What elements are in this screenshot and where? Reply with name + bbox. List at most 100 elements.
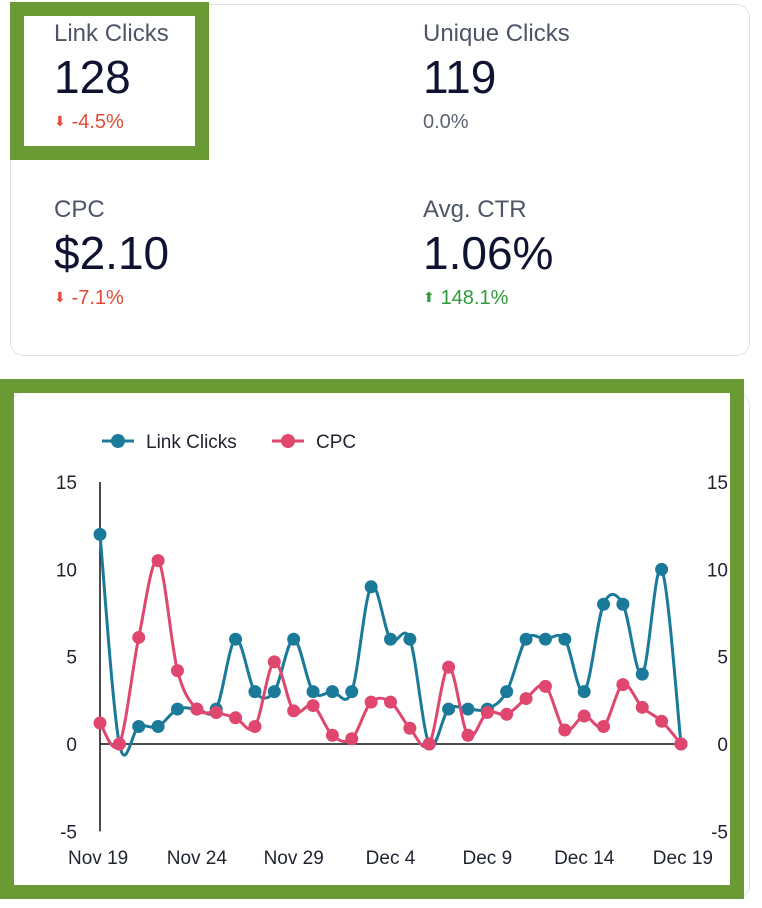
data-point-cpc[interactable] <box>287 704 301 718</box>
data-point-link-clicks[interactable] <box>442 702 456 716</box>
metric-label: Unique Clicks <box>423 20 570 47</box>
data-point-link-clicks[interactable] <box>151 720 165 734</box>
metric-highlight-frame <box>10 2 209 160</box>
metric-avg-ctr[interactable]: Avg. CTR 1.06% ⬆ 148.1% <box>423 196 554 309</box>
metric-change: ⬆ 148.1% <box>423 288 553 308</box>
data-point-cpc[interactable] <box>132 630 146 644</box>
data-point-link-clicks[interactable] <box>267 685 281 699</box>
metric-unique-clicks[interactable]: Unique Clicks 119 0.0% <box>423 20 570 133</box>
data-point-cpc[interactable] <box>577 709 591 723</box>
data-point-cpc[interactable] <box>461 728 475 742</box>
metrics-card <box>10 4 750 356</box>
metric-change: ⬇ -4.5% <box>54 112 169 132</box>
data-point-cpc[interactable] <box>655 714 669 728</box>
data-point-cpc[interactable] <box>306 699 320 713</box>
data-point-link-clicks[interactable] <box>345 685 359 699</box>
data-point-cpc[interactable] <box>248 720 262 734</box>
data-point-link-clicks[interactable] <box>461 702 475 716</box>
data-point-link-clicks[interactable] <box>325 685 339 699</box>
data-point-cpc[interactable] <box>384 695 397 709</box>
data-point-cpc[interactable] <box>422 737 436 751</box>
data-point-link-clicks[interactable] <box>364 580 378 594</box>
y-tick-label-left: 0 <box>66 735 77 756</box>
data-point-link-clicks[interactable] <box>577 685 591 699</box>
data-point-link-clicks[interactable] <box>248 685 262 699</box>
data-point-cpc[interactable] <box>229 711 243 725</box>
data-point-link-clicks[interactable] <box>170 702 184 716</box>
data-point-cpc[interactable] <box>190 702 204 716</box>
data-point-link-clicks[interactable] <box>655 562 669 576</box>
data-point-link-clicks[interactable] <box>93 527 107 541</box>
data-point-cpc[interactable] <box>442 660 456 674</box>
data-point-cpc[interactable] <box>519 692 533 706</box>
data-point-cpc[interactable] <box>170 664 184 678</box>
data-point-cpc[interactable] <box>616 678 630 692</box>
chart-series <box>93 527 688 757</box>
metric-cpc[interactable]: CPC $2.10 ⬇ -7.1% <box>54 196 169 309</box>
chart-legend[interactable]: Link Clicks CPC <box>102 432 356 453</box>
x-tick-label: Dec 4 <box>366 848 416 869</box>
data-point-link-clicks[interactable] <box>635 667 649 681</box>
data-point-link-clicks[interactable] <box>538 632 552 646</box>
x-tick-label: Nov 29 <box>264 848 324 869</box>
data-point-cpc[interactable] <box>480 706 494 720</box>
data-point-link-clicks[interactable] <box>616 597 630 611</box>
x-tick-label: Dec 19 <box>653 848 713 869</box>
data-point-link-clicks[interactable] <box>558 632 572 646</box>
y-tick-label-right: 10 <box>707 560 728 581</box>
metric-change-value: 148.1% <box>440 287 509 309</box>
legend-label-cpc: CPC <box>316 432 356 453</box>
y-tick-label-left: -5 <box>60 822 77 843</box>
x-tick-label: Nov 24 <box>167 848 228 869</box>
metric-value: 128 <box>54 51 131 103</box>
y-tick-label-right: 0 <box>717 735 728 756</box>
data-point-link-clicks[interactable] <box>384 632 397 646</box>
data-point-link-clicks[interactable] <box>519 632 533 646</box>
y-tick-label-left: 5 <box>66 648 77 669</box>
data-point-link-clicks[interactable] <box>403 632 417 646</box>
data-point-cpc[interactable] <box>112 737 126 751</box>
legend-marker-link-clicks <box>111 434 125 448</box>
x-tick-label: Dec 9 <box>463 848 513 869</box>
metric-label: Avg. CTR <box>423 196 527 223</box>
metric-label: Link Clicks <box>54 20 169 47</box>
data-point-cpc[interactable] <box>209 706 223 720</box>
metric-value: 119 <box>423 51 497 103</box>
y-tick-label-left: 10 <box>56 560 77 581</box>
data-point-cpc[interactable] <box>674 737 688 751</box>
data-point-cpc[interactable] <box>558 723 572 737</box>
metric-value: 1.06% <box>423 227 554 279</box>
data-point-cpc[interactable] <box>500 707 514 721</box>
chart-axes: 15 15 10 10 5 5 0 0 -5 -5 Nov 19 Nov 24 Nov 29 Dec 4 D… <box>56 473 728 869</box>
data-point-link-clicks[interactable] <box>132 720 146 734</box>
data-point-link-clicks[interactable] <box>229 632 243 646</box>
metric-link-clicks[interactable]: Link Clicks 128 ⬇ -4.5% <box>54 20 169 133</box>
y-tick-label-right: 15 <box>707 473 728 494</box>
metric-change-value: -4.5% <box>71 111 124 133</box>
chart-highlight-frame <box>0 379 744 899</box>
data-point-link-clicks[interactable] <box>500 685 514 699</box>
data-point-cpc[interactable] <box>93 716 107 730</box>
metric-label: CPC <box>54 196 105 223</box>
data-point-cpc[interactable] <box>635 700 649 714</box>
data-point-cpc[interactable] <box>345 732 359 746</box>
data-point-cpc[interactable] <box>538 679 552 693</box>
y-tick-label-right: -5 <box>711 822 728 843</box>
metric-change-value: -7.1% <box>71 287 124 309</box>
data-point-cpc[interactable] <box>267 655 281 669</box>
data-point-cpc[interactable] <box>325 728 339 742</box>
data-point-link-clicks[interactable] <box>306 685 320 699</box>
arrow-up-icon: ⬆ <box>423 289 435 305</box>
metric-change: 0.0% <box>423 112 570 132</box>
data-point-cpc[interactable] <box>597 720 611 734</box>
metric-change: ⬇ -7.1% <box>54 288 169 308</box>
metric-change-value: 0.0% <box>423 111 469 133</box>
y-tick-label-right: 5 <box>717 648 728 669</box>
data-point-cpc[interactable] <box>151 554 165 568</box>
data-point-cpc[interactable] <box>403 721 417 735</box>
data-point-link-clicks[interactable] <box>597 597 611 611</box>
legend-label-link-clicks: Link Clicks <box>146 432 237 453</box>
data-point-cpc[interactable] <box>364 695 378 709</box>
data-point-link-clicks[interactable] <box>287 632 301 646</box>
